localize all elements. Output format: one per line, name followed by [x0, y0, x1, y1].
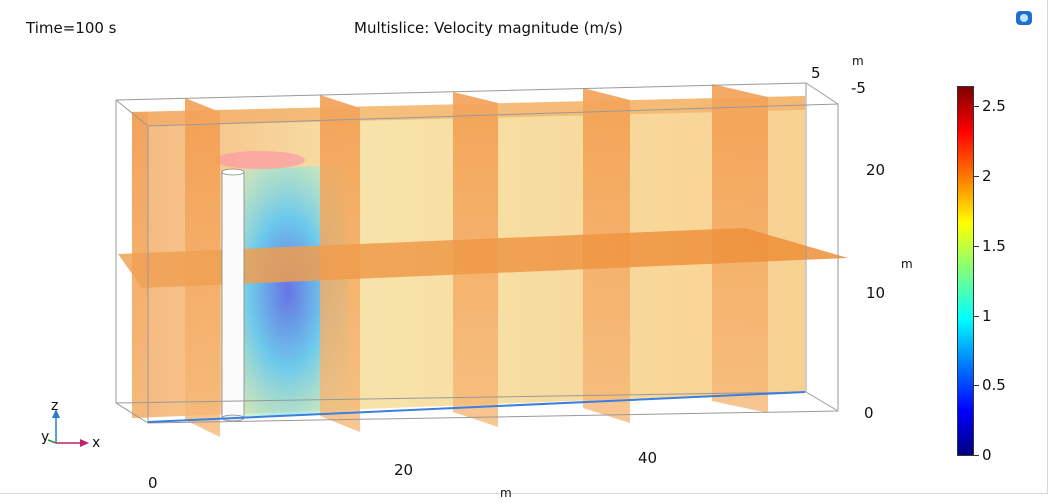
colorbar-tick	[974, 106, 979, 107]
axis-triad[interactable]	[47, 409, 89, 447]
colorbar-tick	[974, 455, 979, 456]
z-tick-label: 0	[864, 404, 874, 422]
y-tick-label: 5	[811, 64, 821, 82]
top-slab	[132, 96, 805, 126]
colorbar-tick	[974, 176, 979, 177]
horizontal-slice	[118, 228, 848, 288]
x-tick-label: 0	[148, 474, 158, 492]
z-tick-label: 20	[866, 161, 886, 179]
colorbar-label: 2.5	[982, 97, 1006, 115]
comsol-logo-icon	[1016, 11, 1032, 25]
colorbar-tick	[974, 385, 979, 386]
y-tick-label: -5	[851, 79, 866, 97]
triad-z-label: z	[51, 398, 59, 414]
y-unit-label: m	[852, 54, 864, 68]
x-tick-label: 40	[638, 449, 658, 467]
cylinder-obstacle	[221, 168, 245, 422]
floor-edge	[147, 391, 806, 423]
triad-y-label: y	[41, 429, 50, 445]
colorbar-label: 2	[982, 167, 992, 185]
plot-title: Multislice: Velocity magnitude (m/s)	[354, 19, 623, 37]
colorbar-label: 1	[982, 307, 992, 325]
triad-x-label: x	[92, 435, 101, 451]
bounding-box	[115, 82, 839, 424]
z-unit-label: m	[901, 257, 913, 271]
colorbar-tick	[974, 316, 979, 317]
x-tick-label: 20	[394, 461, 414, 479]
x-unit-label: m	[500, 486, 512, 500]
colorbar-label: 1.5	[982, 237, 1006, 255]
color-legend-bar	[957, 86, 974, 456]
colorbar-tick	[974, 246, 979, 247]
time-label: Time=100 s	[26, 19, 117, 37]
colorbar-label: 0	[982, 446, 992, 464]
z-tick-label: 10	[866, 284, 886, 302]
colorbar-label: 0.5	[982, 376, 1006, 394]
